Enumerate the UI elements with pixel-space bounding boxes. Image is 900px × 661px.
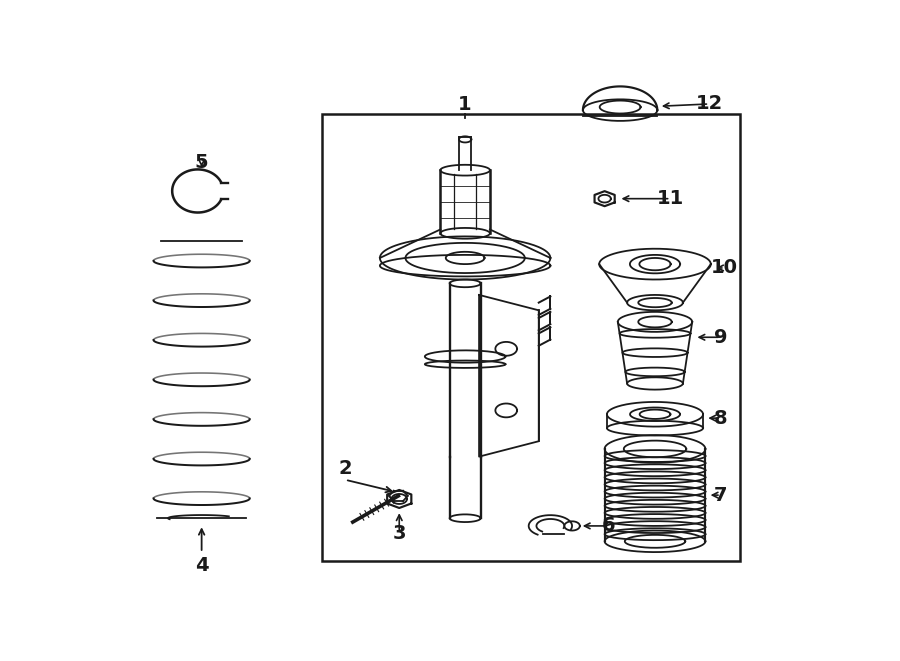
Text: 6: 6 [602,516,616,535]
Text: 1: 1 [458,95,472,114]
Bar [322,114,740,561]
Text: 9: 9 [714,328,727,347]
Text: 7: 7 [714,486,727,504]
Text: 12: 12 [696,95,723,114]
Text: 3: 3 [392,524,406,543]
Text: 8: 8 [714,408,728,428]
Text: 10: 10 [711,258,738,278]
Text: 5: 5 [194,153,209,172]
Text: 4: 4 [194,557,209,576]
Text: 11: 11 [657,189,684,208]
Text: 2: 2 [338,459,352,478]
